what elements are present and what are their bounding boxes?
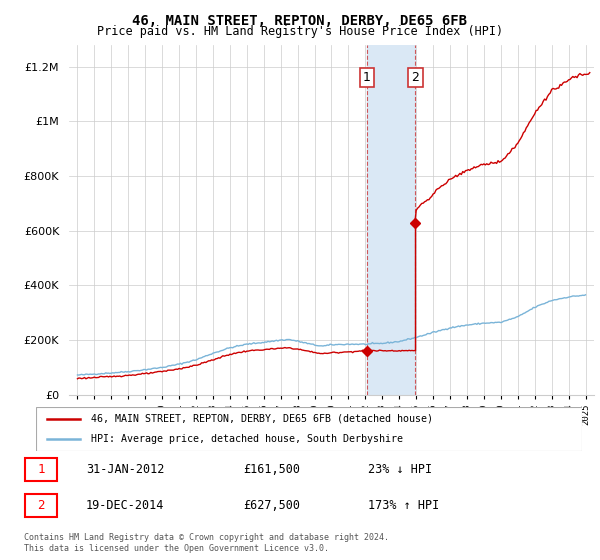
Bar <box>25 494 58 517</box>
Text: 1: 1 <box>37 463 45 476</box>
Text: 46, MAIN STREET, REPTON, DERBY, DE65 6FB (detached house): 46, MAIN STREET, REPTON, DERBY, DE65 6FB… <box>91 414 433 424</box>
Bar <box>367 45 415 395</box>
Text: 2: 2 <box>37 500 45 512</box>
Text: HPI: Average price, detached house, South Derbyshire: HPI: Average price, detached house, Sout… <box>91 434 403 444</box>
Text: Contains HM Land Registry data © Crown copyright and database right 2024.
This d: Contains HM Land Registry data © Crown c… <box>24 533 389 553</box>
Text: 173% ↑ HPI: 173% ↑ HPI <box>368 500 439 512</box>
Text: 23% ↓ HPI: 23% ↓ HPI <box>368 463 432 476</box>
Text: 1: 1 <box>363 71 371 84</box>
Text: Price paid vs. HM Land Registry's House Price Index (HPI): Price paid vs. HM Land Registry's House … <box>97 25 503 38</box>
Text: 31-JAN-2012: 31-JAN-2012 <box>86 463 164 476</box>
Text: 2: 2 <box>412 71 419 84</box>
Text: 19-DEC-2014: 19-DEC-2014 <box>86 500 164 512</box>
Text: 46, MAIN STREET, REPTON, DERBY, DE65 6FB: 46, MAIN STREET, REPTON, DERBY, DE65 6FB <box>133 14 467 28</box>
Text: £627,500: £627,500 <box>244 500 301 512</box>
Text: £161,500: £161,500 <box>244 463 301 476</box>
Bar <box>25 458 58 481</box>
